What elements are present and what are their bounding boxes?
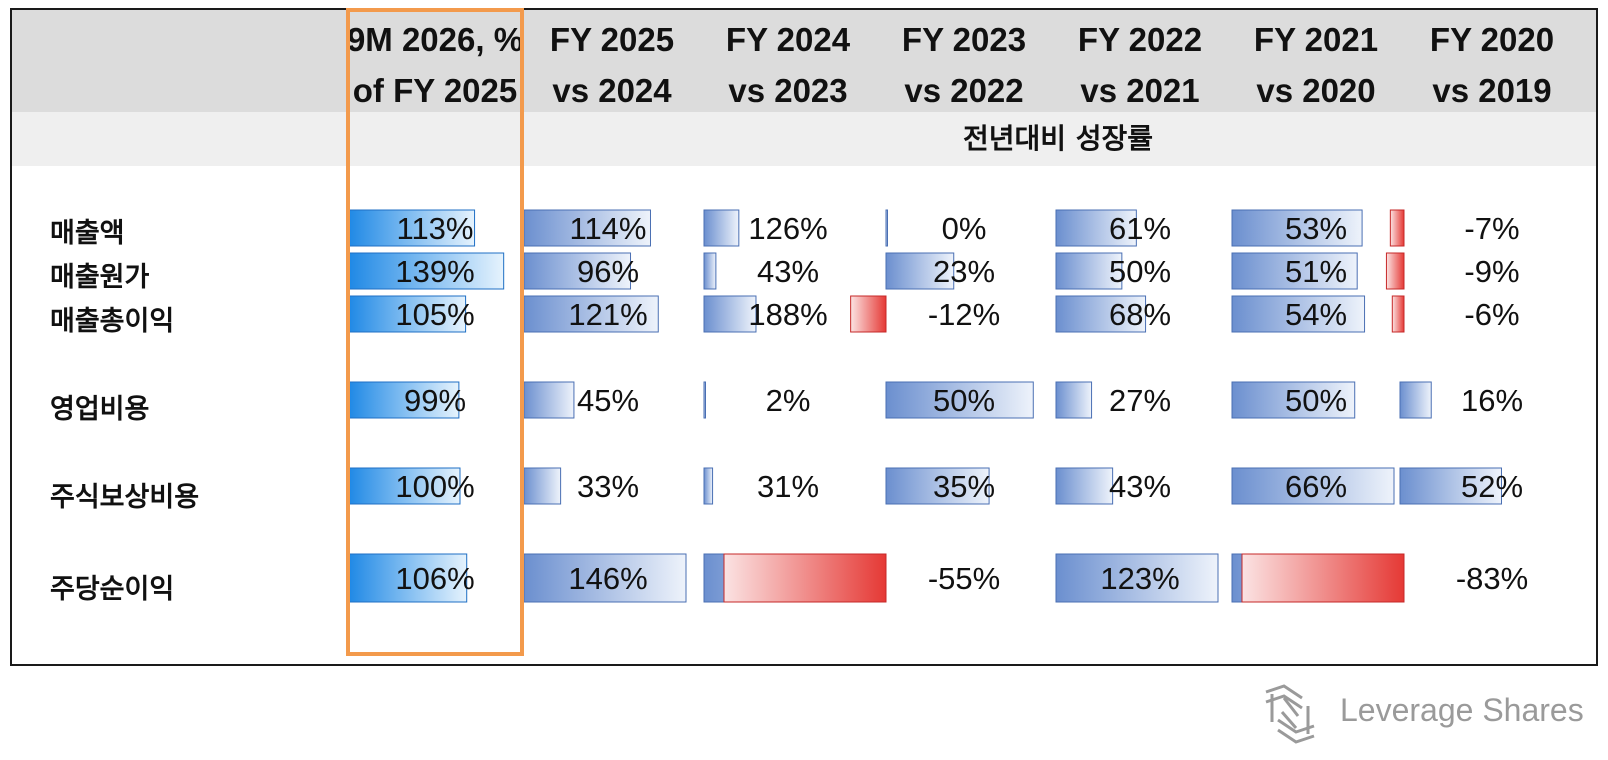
data-label-3-3: 50% <box>933 383 995 418</box>
bar-2-2 <box>703 295 757 333</box>
data-label-3-5: 50% <box>1285 383 1347 418</box>
bar-4-6 <box>1399 467 1502 505</box>
data-label-1-2: 43% <box>757 254 819 289</box>
data-label-4-0: 100% <box>395 469 474 504</box>
bar-0-2 <box>703 209 740 247</box>
row-label-cogs: 매출원가 <box>50 262 150 293</box>
subheader-yoy-growth: 전년대비 성장률 <box>962 122 1154 155</box>
data-label-1-1: 96% <box>577 254 639 289</box>
column-header-fy2023: FY 2023 vs 2022 <box>901 21 1027 109</box>
bar-1-1 <box>523 252 632 290</box>
bar-2-5 <box>1231 295 1366 333</box>
bar-1-3 <box>885 252 955 290</box>
bar-0-4 <box>1055 209 1137 247</box>
bar-2-4 <box>1055 295 1147 333</box>
data-label-3-0: 99% <box>404 383 466 418</box>
bar-4-3 <box>885 467 990 505</box>
bar-3-4 <box>1055 381 1093 419</box>
bar-1-0 <box>347 252 505 290</box>
data-label-3-6: 16% <box>1461 383 1523 418</box>
bar-4-5 <box>1231 467 1395 505</box>
column-header-fy2024: FY 2024 vs 2023 <box>725 21 851 109</box>
data-label-0-4: 61% <box>1109 211 1171 246</box>
column-header-fy2020: FY 2020 vs 2019 <box>1429 21 1555 109</box>
row-label-opex: 영업비용 <box>50 394 150 425</box>
header-band <box>12 10 1596 112</box>
leverage-shares-logo-icon <box>1265 684 1315 744</box>
bar-3-5 <box>1231 381 1356 419</box>
column-header-fy2025: FY 2025 vs 2024 <box>549 21 675 109</box>
bar-3-1 <box>523 381 575 419</box>
bar-4-4 <box>1055 467 1114 505</box>
bar-2-6 <box>1391 295 1405 333</box>
bar-0-3 <box>885 209 888 247</box>
data-label-4-1: 33% <box>577 469 639 504</box>
bar-5-6 <box>1241 553 1405 603</box>
data-label-2-0: 105% <box>395 297 474 332</box>
bar-4-2 <box>703 467 714 505</box>
data-label-0-1: 114% <box>570 211 647 246</box>
data-label-2-3: -12% <box>928 297 1000 332</box>
data-label-5-1: 146% <box>568 561 647 596</box>
data-label-0-2: 126% <box>748 211 827 246</box>
bar-0-5 <box>1231 209 1363 247</box>
data-label-1-3: 23% <box>933 254 995 289</box>
brand-name: Leverage Shares <box>1340 692 1584 728</box>
bar-3-0 <box>347 381 460 419</box>
data-label-1-0: 139% <box>395 254 474 289</box>
data-label-2-6: -6% <box>1464 297 1519 332</box>
data-label-5-4: 123% <box>1100 561 1179 596</box>
data-label-4-2: 31% <box>757 469 819 504</box>
row-label-gross-profit: 매출총이익 <box>50 306 175 337</box>
data-label-5-6: -83% <box>1456 561 1528 596</box>
data-label-3-1: 45% <box>577 383 639 418</box>
data-label-4-3: 35% <box>933 469 995 504</box>
bar-1-2 <box>703 252 717 290</box>
subheader-band <box>12 112 1596 166</box>
bar-3-3 <box>885 381 1034 419</box>
data-label-2-4: 68% <box>1109 297 1171 332</box>
bar-3-6 <box>1399 381 1432 419</box>
bar-2-1 <box>523 295 659 333</box>
bar-2-0 <box>347 295 467 333</box>
data-label-5-0: 106% <box>395 561 474 596</box>
bar-0-0 <box>347 209 476 247</box>
row-label-eps: 주당순이익 <box>50 574 175 605</box>
data-label-0-0: 113% <box>397 211 474 246</box>
row-label-revenue: 매출액 <box>50 218 125 249</box>
data-label-2-2: 188% <box>748 297 827 332</box>
bar-5-0 <box>347 553 468 603</box>
bar-1-4 <box>1055 252 1123 290</box>
data-label-5-3: -55% <box>928 561 1000 596</box>
data-label-4-5: 66% <box>1285 469 1347 504</box>
data-label-3-2: 2% <box>766 383 811 418</box>
bar-0-6 <box>1389 209 1405 247</box>
data-label-0-3: 0% <box>942 211 987 246</box>
bar-5-4 <box>1055 553 1219 603</box>
bar-4-1 <box>523 467 562 505</box>
bar-0-1 <box>523 209 651 247</box>
bar-3-2 <box>703 381 706 419</box>
bar-1-6 <box>1385 252 1405 290</box>
bar-5-3 <box>723 553 887 603</box>
bar-1-5 <box>1231 252 1358 290</box>
data-label-4-4: 43% <box>1109 469 1171 504</box>
highlight-column-border <box>346 8 524 656</box>
bar-5-1 <box>523 553 687 603</box>
data-label-1-4: 50% <box>1109 254 1171 289</box>
data-label-1-6: -9% <box>1464 254 1519 289</box>
data-label-2-1: 121% <box>568 297 647 332</box>
column-header-9m-2026: 9M 2026, % of FY 2025 <box>346 21 524 109</box>
row-label-stock-comp: 주식보상비용 <box>50 482 200 513</box>
data-label-3-4: 27% <box>1109 383 1171 418</box>
data-label-0-5: 53% <box>1285 211 1347 246</box>
data-label-1-5: 51% <box>1285 254 1347 289</box>
bar-2-3 <box>850 295 887 333</box>
data-label-2-5: 54% <box>1285 297 1347 332</box>
column-header-fy2022: FY 2022 vs 2021 <box>1077 21 1203 109</box>
data-label-0-6: -7% <box>1464 211 1519 246</box>
data-label-4-6: 52% <box>1461 469 1523 504</box>
column-header-fy2021: FY 2021 vs 2020 <box>1253 21 1379 109</box>
